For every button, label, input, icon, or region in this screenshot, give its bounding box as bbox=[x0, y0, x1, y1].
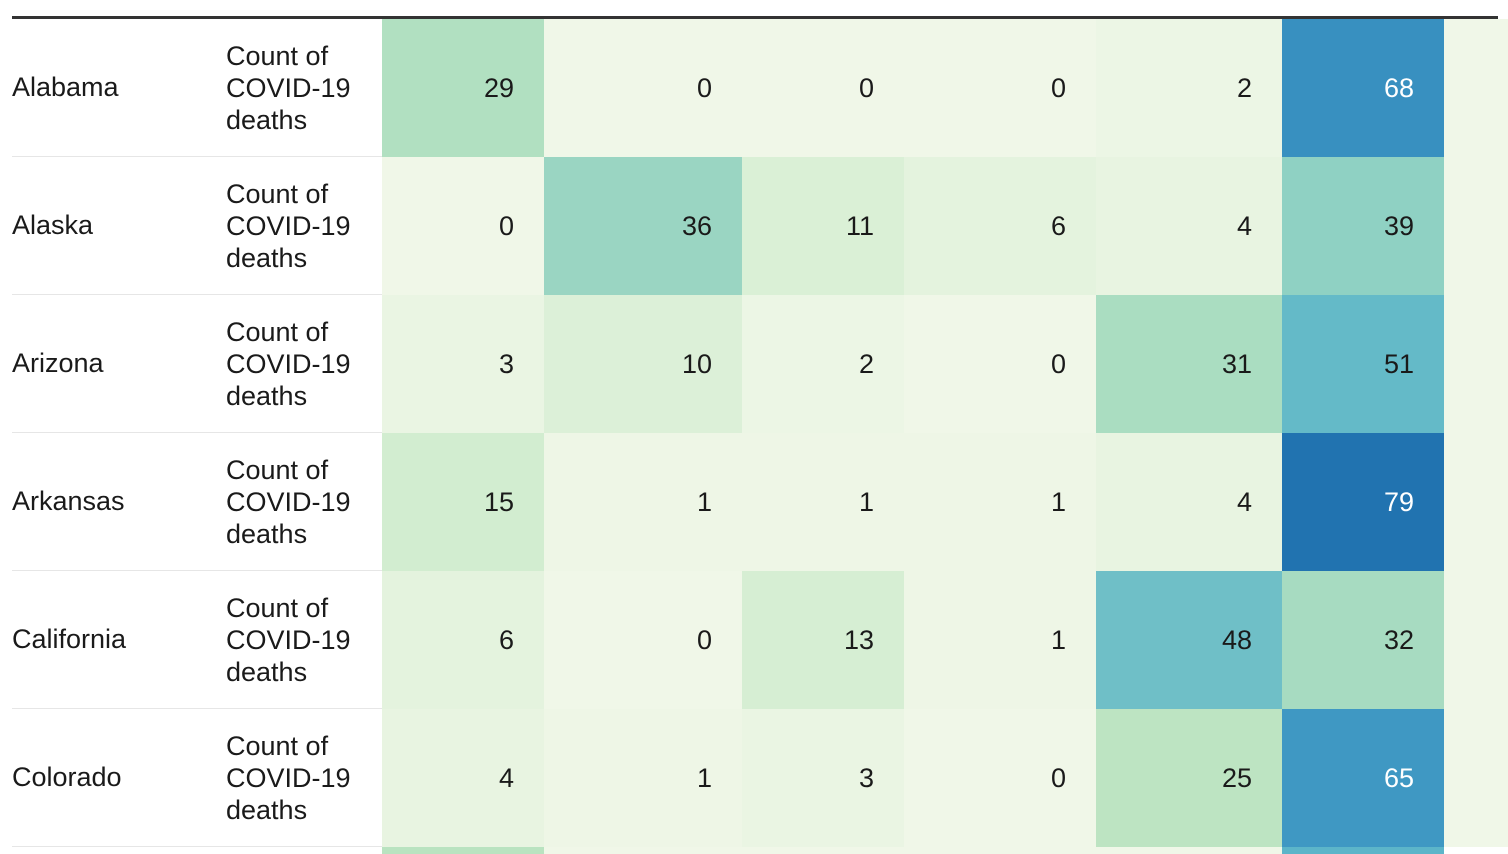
heatmap-cell: 25 bbox=[1096, 709, 1282, 847]
heatmap-cell: 0 bbox=[904, 709, 1096, 847]
row-separator bbox=[12, 432, 382, 433]
heatmap-cell: 2 bbox=[1096, 19, 1282, 157]
heatmap-cell: 1 bbox=[904, 571, 1096, 709]
row-separator bbox=[12, 570, 382, 571]
row-separator bbox=[12, 846, 382, 847]
table-top-rule bbox=[12, 16, 1498, 19]
heatmap-cell-clipped bbox=[1444, 295, 1508, 433]
heatmap-cell-clipped bbox=[742, 847, 904, 854]
row-separator bbox=[12, 708, 382, 709]
heatmap-cell: 1 bbox=[544, 433, 742, 571]
heatmap-cell: 4 bbox=[1096, 157, 1282, 295]
heatmap-cell: 4 bbox=[1096, 433, 1282, 571]
row-state-label: Alabama bbox=[12, 72, 119, 102]
heatmap-cell: 79 bbox=[1282, 433, 1444, 571]
heatmap-cell: 0 bbox=[742, 19, 904, 157]
heatmap-cell: 65 bbox=[1282, 709, 1444, 847]
row-separator bbox=[12, 156, 382, 157]
heatmap-cell-clipped bbox=[544, 847, 742, 854]
heatmap-cell: 0 bbox=[904, 19, 1096, 157]
row-state-label: Colorado bbox=[12, 762, 122, 792]
heatmap-cell: 51 bbox=[1282, 295, 1444, 433]
heatmap-cell-clipped bbox=[1444, 433, 1508, 571]
heatmap-cell-clipped bbox=[1444, 709, 1508, 847]
heatmap-cell: 0 bbox=[544, 571, 742, 709]
heatmap-cell: 6 bbox=[382, 571, 544, 709]
heatmap-cell: 10 bbox=[544, 295, 742, 433]
heatmap-cell-clipped bbox=[1444, 157, 1508, 295]
heatmap-cell-clipped bbox=[382, 847, 544, 854]
heatmap-cell: 13 bbox=[742, 571, 904, 709]
row-measure-label: Count of COVID-19 deaths bbox=[226, 455, 351, 549]
heatmap-cell: 0 bbox=[382, 157, 544, 295]
heatmap-cell: 29 bbox=[382, 19, 544, 157]
heatmap-cell: 1 bbox=[742, 433, 904, 571]
heatmap-cell: 39 bbox=[1282, 157, 1444, 295]
heatmap-cell: 48 bbox=[1096, 571, 1282, 709]
row-state-label: Alaska bbox=[12, 210, 94, 240]
heatmap-cell: 31 bbox=[1096, 295, 1282, 433]
heatmap-cell: 4 bbox=[382, 709, 544, 847]
heatmap-cell: 0 bbox=[904, 295, 1096, 433]
heatmap-cell-clipped bbox=[904, 847, 1096, 854]
heatmap-cell: 0 bbox=[544, 19, 742, 157]
heatmap-cell: 32 bbox=[1282, 571, 1444, 709]
heatmap-cell: 11 bbox=[742, 157, 904, 295]
row-state-label: California bbox=[12, 624, 127, 654]
heatmap-cell: 1 bbox=[904, 433, 1096, 571]
row-measure-label: Count of COVID-19 deaths bbox=[226, 41, 351, 135]
row-separator bbox=[12, 294, 382, 295]
heatmap-cell: 1 bbox=[544, 709, 742, 847]
heatmap-cell: 6 bbox=[904, 157, 1096, 295]
row-state-label: Arizona bbox=[12, 348, 104, 378]
row-measure-label: Count of COVID-19 deaths bbox=[226, 731, 351, 825]
row-measure-label: Count of COVID-19 deaths bbox=[226, 179, 351, 273]
heatmap-cell-clipped bbox=[1282, 847, 1444, 854]
heatmap-cell: 2 bbox=[742, 295, 904, 433]
heatmap-cell: 68 bbox=[1282, 19, 1444, 157]
row-measure-label: Count of COVID-19 deaths bbox=[226, 317, 351, 411]
heatmap-cell: 36 bbox=[544, 157, 742, 295]
heatmap-cell-clipped bbox=[1444, 571, 1508, 709]
heatmap-cell-clipped bbox=[1096, 847, 1282, 854]
heatmap-cell: 3 bbox=[742, 709, 904, 847]
heatmap-cell-clipped bbox=[1444, 19, 1508, 157]
heatmap-cell: 3 bbox=[382, 295, 544, 433]
heatmap-cell: 15 bbox=[382, 433, 544, 571]
row-measure-label: Count of COVID-19 deaths bbox=[226, 593, 351, 687]
row-state-label: Arkansas bbox=[12, 486, 125, 516]
